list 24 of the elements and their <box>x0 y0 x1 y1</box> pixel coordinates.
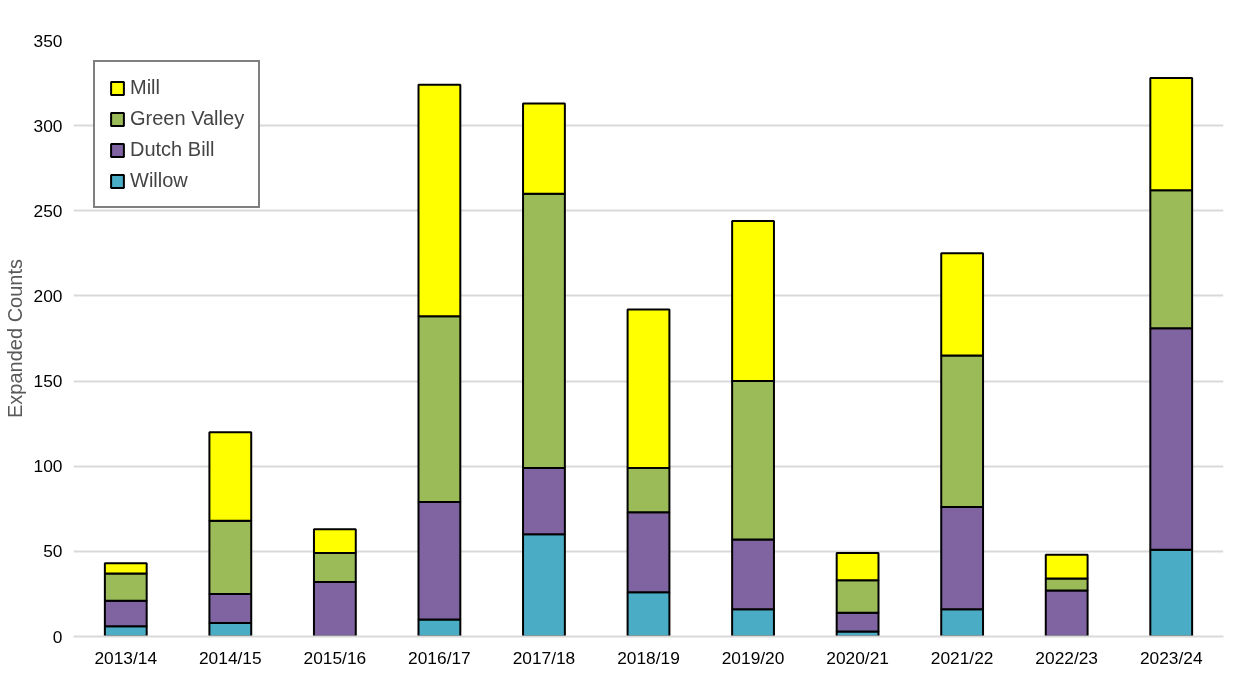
x-tick-label: 2017/18 <box>512 647 576 668</box>
x-tick-label: 2016/17 <box>408 647 471 668</box>
y-axis-title: Expanded Counts <box>3 258 26 418</box>
legend-label: Dutch Bill <box>130 138 215 161</box>
legend-label: Green Valley <box>130 107 245 130</box>
y-tick-label: 150 <box>33 371 63 392</box>
x-tick-label: 2021/22 <box>930 647 994 668</box>
x-tick-label: 2013/14 <box>94 647 158 668</box>
x-tick-label: 2019/20 <box>721 647 785 668</box>
y-tick-label: 0 <box>52 626 63 647</box>
legend-label: Willow <box>130 169 188 192</box>
y-tick-label: 200 <box>33 285 63 306</box>
x-tick-label: 2020/21 <box>826 647 889 668</box>
legend-label: Mill <box>130 76 160 99</box>
y-tick-label: 350 <box>33 30 63 51</box>
x-tick-label: 2022/23 <box>1035 647 1098 668</box>
x-tick-label: 2014/15 <box>199 647 262 668</box>
y-tick-label: 100 <box>33 456 63 477</box>
x-tick-label: 2015/16 <box>303 647 367 668</box>
y-tick-label: 300 <box>33 115 63 136</box>
x-tick-label: 2023/24 <box>1139 647 1203 668</box>
y-tick-label: 50 <box>43 541 63 562</box>
x-tick-label: 2018/19 <box>617 647 680 668</box>
y-tick-label: 250 <box>33 200 63 221</box>
